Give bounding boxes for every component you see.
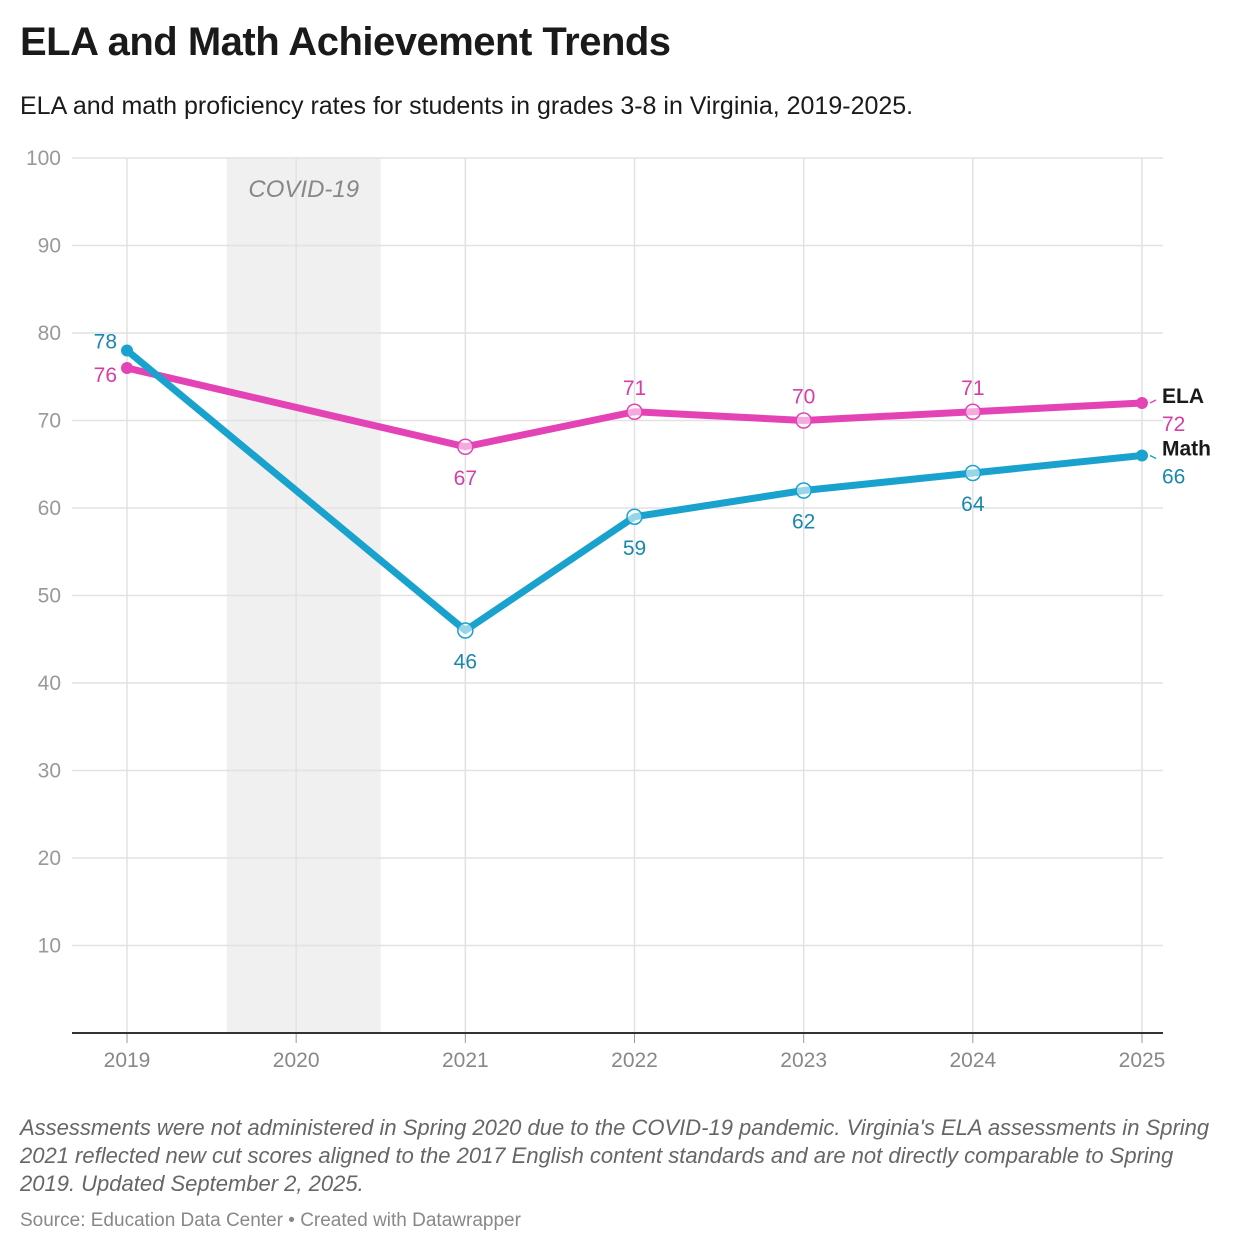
data-point-ela (121, 362, 133, 374)
x-tick-label: 2020 (273, 1049, 320, 1072)
data-label-math: 59 (623, 537, 646, 560)
y-tick-label: 80 (38, 322, 61, 345)
series-line-ela (123, 364, 1146, 451)
data-point-math (795, 482, 812, 499)
data-point-math (121, 344, 133, 357)
x-tick-label: 2024 (949, 1049, 996, 1072)
data-label-math: 62 (792, 511, 815, 534)
data-point-math (626, 508, 643, 525)
series-name-math: Math (1162, 438, 1211, 461)
x-tick-label: 2021 (442, 1049, 489, 1072)
data-label-ela: 71 (623, 377, 646, 400)
data-point-ela (795, 412, 812, 429)
data-label-ela: 76 (94, 364, 117, 387)
data-point-ela (964, 403, 982, 420)
y-tick-label: 40 (38, 672, 61, 695)
y-tick-label: 30 (38, 760, 61, 783)
data-point-ela (457, 438, 474, 455)
data-label-ela: 70 (792, 386, 815, 409)
covid-band-label: COVID-19 (248, 176, 359, 203)
y-tick-label: 60 (38, 497, 61, 520)
chart-source: Source: Education Data Center • Created … (20, 1210, 521, 1231)
chart-subtitle: ELA and math proficiency rates for stude… (20, 92, 914, 120)
data-point-ela (626, 403, 643, 420)
data-label-ela: 72 (1162, 413, 1185, 436)
data-point-math (964, 464, 982, 482)
series-connector-ela (1149, 399, 1157, 404)
data-label-math: 64 (961, 493, 985, 516)
series-line-math (123, 347, 1146, 634)
y-tick-label: 70 (38, 410, 61, 433)
data-point-math (457, 622, 474, 639)
data-label-ela: 67 (454, 467, 477, 490)
line-chart: 10 20 30 40 50 60 70 80 90 100 2019 2020 2021 2022 202… (26, 147, 1211, 1072)
y-tick-label: 10 (38, 935, 61, 958)
data-label-math: 46 (454, 651, 477, 674)
series-name-ela: ELA (1162, 385, 1204, 408)
y-tick-label: 90 (38, 235, 61, 258)
series-connector-math (1149, 454, 1157, 460)
x-tick-label: 2025 (1119, 1049, 1166, 1072)
data-point-ela (1136, 397, 1148, 409)
x-tick-label: 2019 (104, 1049, 151, 1072)
data-point-math (1136, 449, 1148, 462)
data-label-math: 78 (94, 331, 117, 354)
y-tick-label: 20 (38, 847, 61, 870)
data-label-math: 66 (1162, 466, 1185, 489)
chart-title: ELA and Math Achievement Trends (20, 20, 671, 64)
data-label-ela: 71 (961, 377, 984, 400)
y-tick-label: 50 (38, 585, 61, 608)
chart-notes: Assessments were not administered in Spr… (20, 1115, 1210, 1196)
x-tick-label: 2022 (611, 1049, 658, 1072)
y-tick-label: 100 (26, 147, 61, 170)
x-tick-label: 2023 (780, 1049, 827, 1072)
